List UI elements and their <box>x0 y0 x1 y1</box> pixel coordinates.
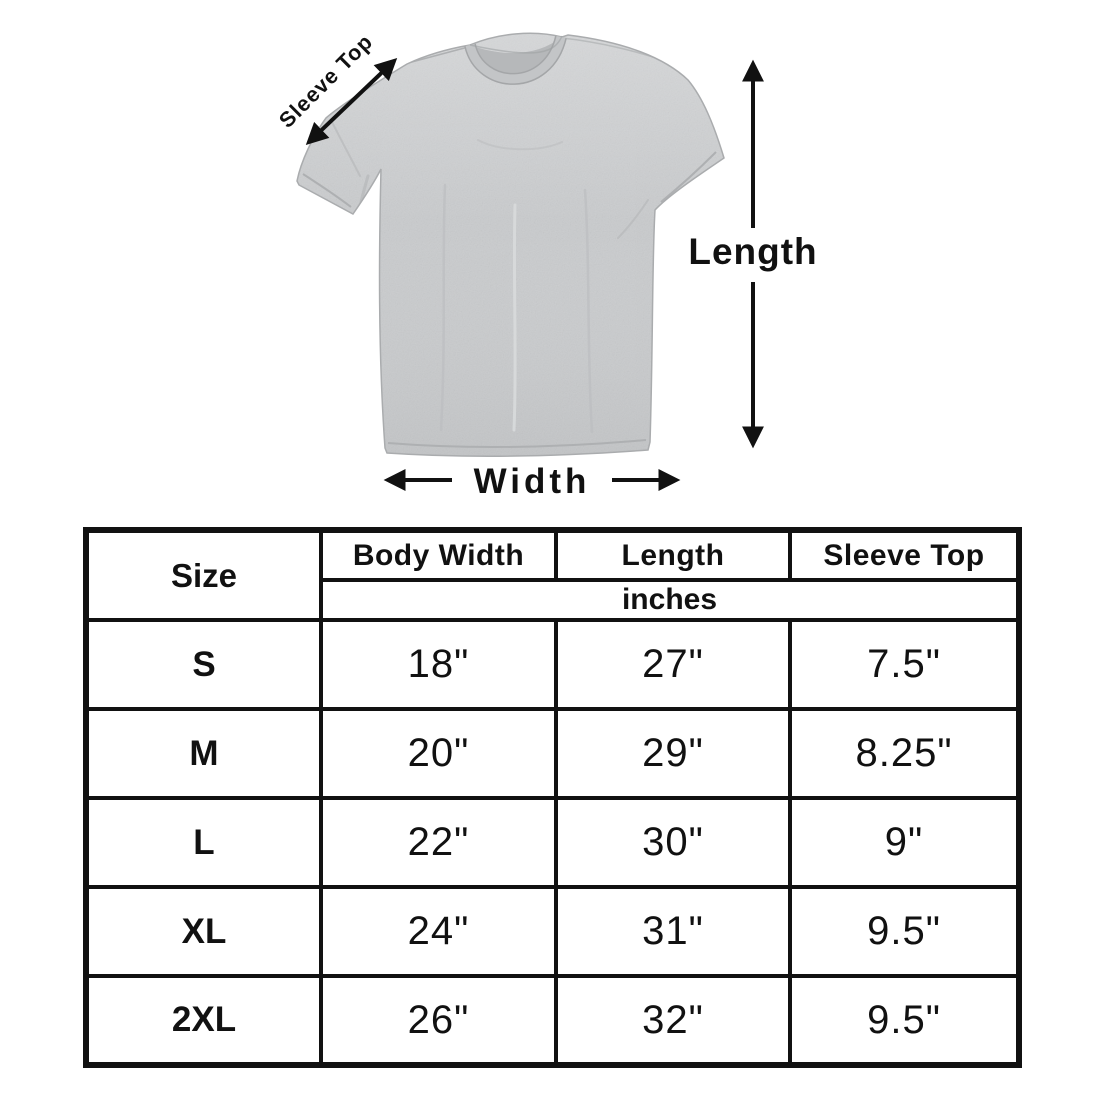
table-row-xl: XL 24" 31" 9.5" <box>84 885 1021 978</box>
measurement-arrows <box>305 57 764 491</box>
unit-label: inches <box>319 578 1021 622</box>
cell-size: S <box>84 618 323 711</box>
cell-size: XL <box>84 885 323 978</box>
cell-length: 32" <box>554 974 792 1067</box>
cell-size: M <box>84 707 323 800</box>
cell-sleeve-top: 9.5" <box>788 885 1021 978</box>
cell-body-width: 22" <box>319 796 558 889</box>
wrinkle-lines <box>331 121 649 434</box>
cell-body-width: 20" <box>319 707 558 800</box>
cell-length: 31" <box>554 885 792 978</box>
cell-length: 27" <box>554 618 792 711</box>
cell-length: 29" <box>554 707 792 800</box>
width-label: Width <box>474 462 591 501</box>
table-row-m: M 20" 29" 8.25" <box>84 707 1021 800</box>
cell-sleeve-top: 7.5" <box>788 618 1021 711</box>
table-row-2xl: 2XL 26" 32" 9.5" <box>84 974 1021 1067</box>
cell-body-width: 26" <box>319 974 558 1067</box>
col-header-length: Length <box>554 528 792 582</box>
tshirt-measurement-diagram: Sleeve Top Length Width <box>274 29 817 501</box>
col-header-size: Size <box>84 528 323 622</box>
col-header-body-width: Body Width <box>319 528 558 582</box>
cell-sleeve-top: 9.5" <box>788 974 1021 1067</box>
tshirt-graphic <box>296 32 725 458</box>
fabric-shading <box>297 33 724 457</box>
cell-size: L <box>84 796 323 889</box>
cell-length: 30" <box>554 796 792 889</box>
length-label: Length <box>688 231 817 272</box>
cell-sleeve-top: 8.25" <box>788 707 1021 800</box>
cell-size: 2XL <box>84 974 323 1067</box>
table-row-l: L 22" 30" 9" <box>84 796 1021 889</box>
sleeve-top-arrow <box>305 57 398 146</box>
cell-sleeve-top: 9" <box>788 796 1021 889</box>
size-chart-table: Size Body Width Length Sleeve Top inches… <box>83 527 1022 1068</box>
cell-body-width: 24" <box>319 885 558 978</box>
cell-body-width: 18" <box>319 618 558 711</box>
col-header-sleeve-top: Sleeve Top <box>788 528 1021 582</box>
tshirt-collar <box>464 35 567 85</box>
unit-row: inches <box>86 578 1021 622</box>
header-row: Size Body Width Length Sleeve Top <box>84 528 1021 622</box>
table-row-s: S 18" 27" 7.5" <box>84 618 1021 711</box>
